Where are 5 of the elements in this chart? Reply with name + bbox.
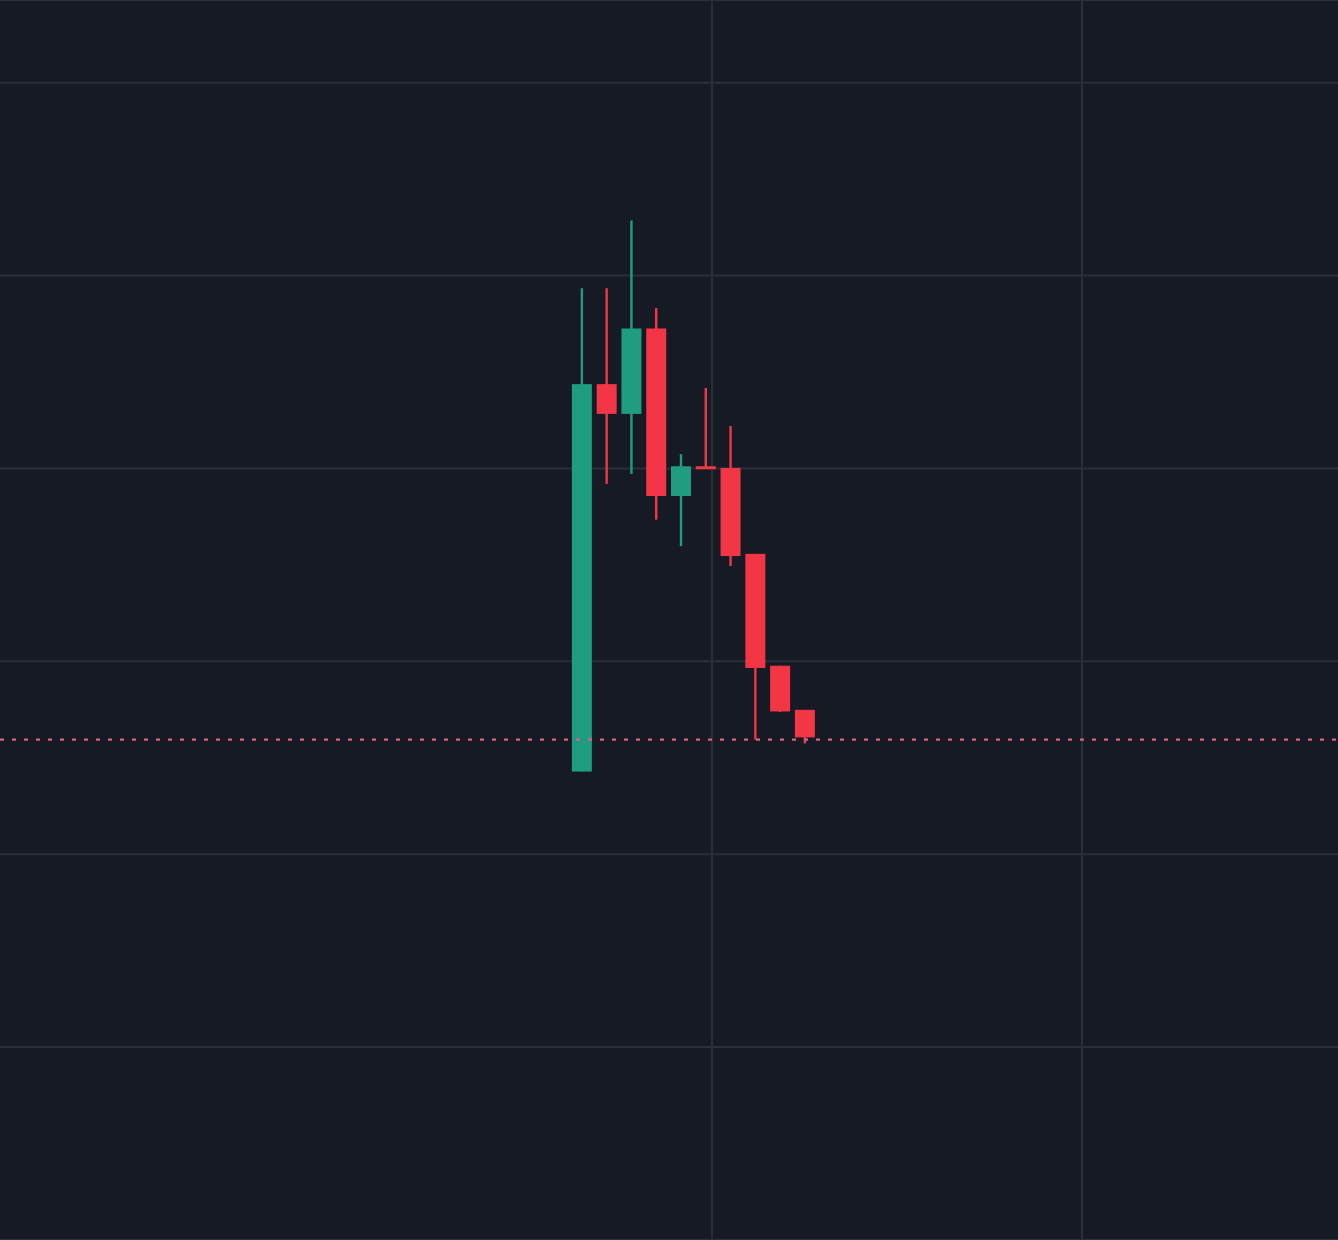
candlestick (695, 386, 716, 470)
candlestick (770, 664, 791, 714)
candlestick (671, 452, 691, 548)
candlestick (794, 708, 815, 745)
candlestick (596, 287, 617, 486)
